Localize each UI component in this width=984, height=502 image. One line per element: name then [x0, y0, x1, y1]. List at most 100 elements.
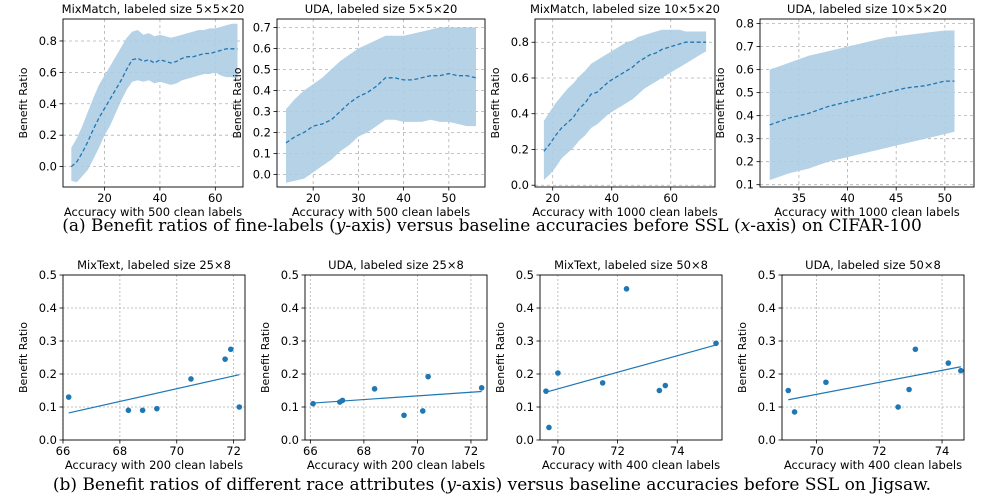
- y-tick-label: 0.1: [253, 146, 271, 160]
- data-point: [895, 404, 901, 410]
- x-axis-label: Accuracy with 200 clean labels: [307, 458, 485, 472]
- x-tick-label: 70: [551, 444, 566, 458]
- data-point: [546, 424, 552, 431]
- y-tick-label: 0.6: [39, 65, 57, 79]
- data-point: [154, 405, 160, 412]
- y-tick-label: 0.5: [516, 268, 534, 282]
- x-tick-label: 66: [56, 444, 71, 458]
- data-point: [65, 394, 72, 400]
- x-tick-label: 20: [545, 191, 560, 205]
- y-tick-label: 0.7: [736, 40, 754, 54]
- y-tick-label: 0.7: [253, 20, 271, 34]
- data-point: [227, 346, 234, 353]
- x-tick-label: 45: [889, 191, 904, 205]
- plot-frame: [304, 274, 488, 441]
- x-tick-label: 20: [97, 191, 112, 205]
- data-point: [478, 385, 485, 391]
- y-axis-label: Benefit Ratio: [259, 322, 272, 393]
- x-tick-label: 74: [670, 444, 685, 458]
- chart-panel-8: 70 72 74 0.0 0.1 0.2 0.3 0.4 0.5 UDA, labeled siz…: [736, 258, 965, 472]
- chart-title: UDA, labeled size 50×8: [805, 258, 941, 272]
- plot-frame: [62, 18, 244, 188]
- x-tick-label: 60: [663, 191, 678, 205]
- x-tick-label: 72: [872, 444, 887, 458]
- y-axis-label: Benefit Ratio: [494, 322, 507, 393]
- chart-panel-6: 66 68 70 72 0.0 0.1 0.2 0.3 0.4 0.5 UDA, labeled s…: [259, 258, 488, 472]
- data-point: [958, 367, 964, 374]
- x-axis-label: Accuracy with 500 clean labels: [64, 205, 242, 219]
- y-tick-label: 0.4: [511, 107, 529, 121]
- y-tick-label: 0.2: [511, 142, 529, 156]
- y-tick-label: 0.3: [281, 334, 299, 348]
- x-tick-label: 70: [410, 444, 425, 458]
- y-tick-label: 0.8: [39, 34, 57, 48]
- data-point: [222, 356, 228, 362]
- y-tick-label: 0.2: [39, 128, 57, 142]
- confidence-band: [286, 27, 476, 183]
- chart-title: MixMatch, labeled size 5×5×20: [62, 2, 245, 16]
- y-tick-label: 0.4: [758, 301, 776, 315]
- data-point: [543, 388, 549, 394]
- x-axis-label: Accuracy with 400 clean labels: [784, 458, 962, 472]
- x-tick-label: 40: [396, 191, 411, 205]
- y-tick-label: 0.8: [511, 35, 529, 49]
- y-tick-label: 0.1: [758, 400, 776, 414]
- x-tick-label: 20: [306, 191, 321, 205]
- data-point: [188, 376, 194, 382]
- data-point: [599, 380, 606, 386]
- plot-frame: [539, 274, 723, 441]
- plot-frame: [276, 18, 486, 188]
- y-axis-label: Benefit Ratio: [736, 322, 749, 393]
- fit-line: [68, 374, 240, 414]
- fit-line: [545, 344, 717, 393]
- y-axis-label: Benefit Ratio: [17, 322, 30, 393]
- y-axis-label: Benefit Ratio: [489, 67, 502, 138]
- y-tick-label: 0.0: [253, 167, 271, 181]
- y-tick-label: 0.4: [516, 301, 534, 315]
- chart-panel-4: 35 40 45 50 0.1 0.2 0.3 0.4 0.5 0.6 0.7 0.8 UDA, lab…: [714, 2, 975, 219]
- caption-b: (b) Benefit ratios of different race att…: [52, 475, 932, 495]
- y-tick-label: 0.0: [39, 160, 57, 174]
- x-axis-label: Accuracy with 400 clean labels: [542, 458, 720, 472]
- y-axis-label: Benefit Ratio: [231, 67, 244, 138]
- chart-title: UDA, labeled size 25×8: [328, 258, 464, 272]
- y-tick-label: 0.5: [281, 268, 299, 282]
- y-tick-label: 0.2: [736, 155, 754, 169]
- y-tick-label: 0.3: [39, 334, 57, 348]
- y-tick-label: 0.6: [511, 71, 529, 85]
- mean-line: [285, 72, 477, 144]
- y-tick-label: 0.4: [39, 97, 57, 111]
- data-point: [236, 404, 243, 410]
- chart-title: UDA, labeled size 5×5×20: [305, 2, 458, 16]
- chart-title: MixText, labeled size 50×8: [554, 258, 708, 272]
- data-point: [713, 340, 719, 347]
- y-tick-label: 0.0: [758, 433, 776, 447]
- chart-panel-7: 70 72 74 0.0 0.1 0.2 0.3 0.4 0.5 MixText, labeled…: [494, 258, 723, 472]
- x-tick-label: 40: [840, 191, 855, 205]
- data-point: [419, 408, 426, 414]
- y-tick-label: 0.5: [758, 268, 776, 282]
- y-tick-label: 0.3: [736, 132, 754, 146]
- chart-title: MixMatch, labeled size 10×5×20: [530, 2, 720, 16]
- y-axis-label: Benefit Ratio: [714, 67, 727, 138]
- plot-frame: [781, 274, 965, 441]
- x-tick-label: 50: [442, 191, 457, 205]
- data-point: [945, 360, 952, 366]
- y-tick-label: 0.1: [516, 400, 534, 414]
- y-tick-label: 0.6: [736, 63, 754, 77]
- x-tick-label: 35: [792, 191, 807, 205]
- x-tick-label: 40: [604, 191, 619, 205]
- plot-frame: [759, 18, 975, 188]
- caption-a: (a) Benefit ratios of fine-labels (y-axi…: [62, 216, 922, 236]
- data-point: [425, 373, 431, 380]
- y-tick-label: 0.5: [253, 62, 271, 76]
- confidence-band: [769, 30, 955, 181]
- chart-panel-3: 20 40 60 0.0 0.2 0.4 0.6 0.8 MixMatch, labeled s…: [489, 2, 720, 219]
- data-point: [125, 407, 132, 414]
- fit-line: [788, 366, 961, 401]
- y-tick-label: 0.0: [516, 433, 534, 447]
- chart-panel-1: 20 40 60 0.0 0.2 0.4 0.6 0.8 MixMatch, labeled s…: [17, 2, 244, 219]
- data-point: [371, 386, 378, 392]
- mean-line: [543, 41, 707, 152]
